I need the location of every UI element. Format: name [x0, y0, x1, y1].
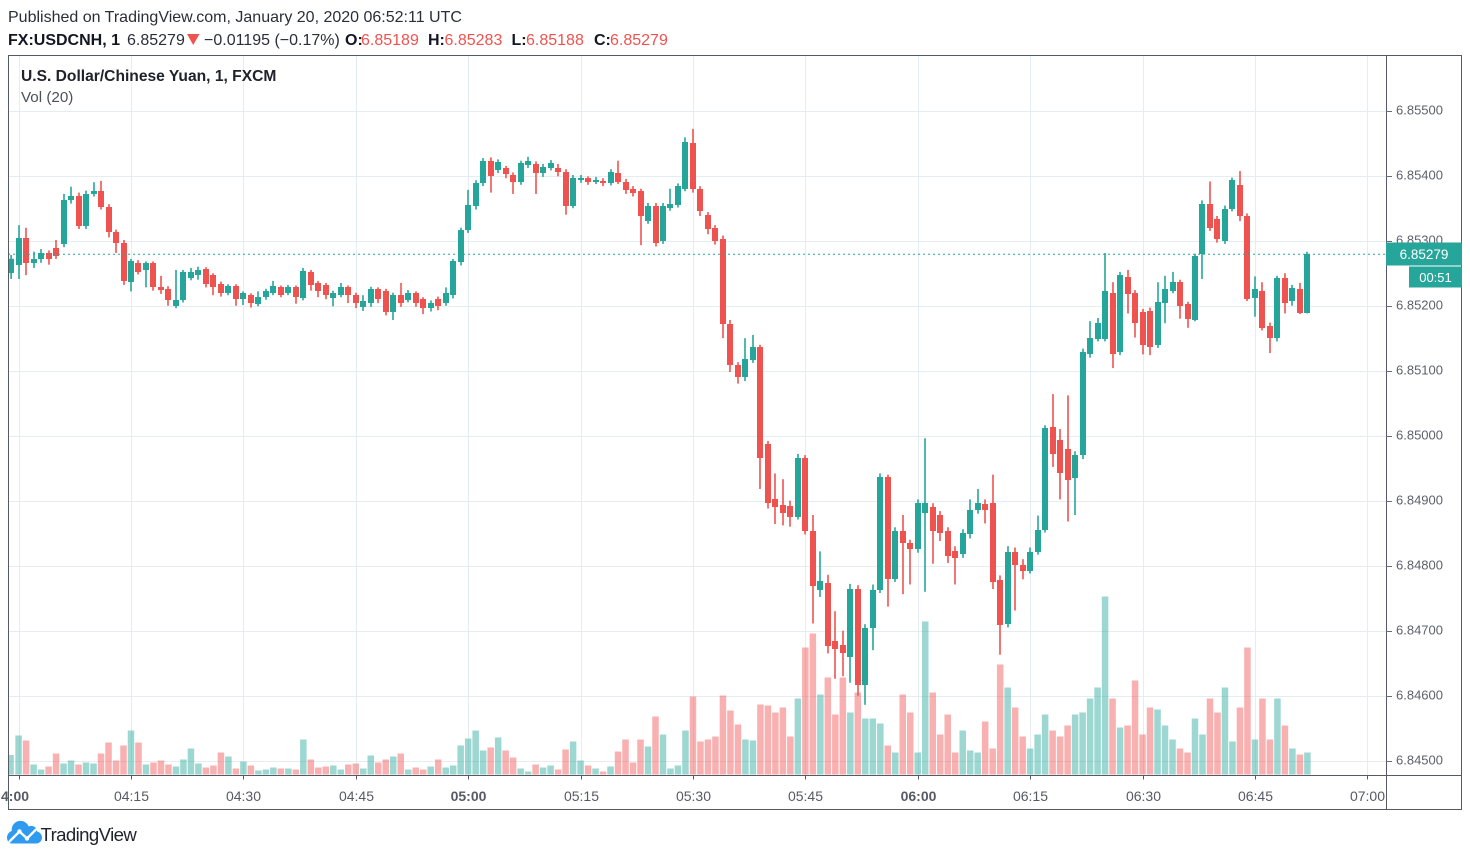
svg-text:04:45: 04:45	[339, 788, 374, 804]
svg-text:6.85500: 6.85500	[1396, 102, 1443, 117]
svg-text:6.85200: 6.85200	[1396, 297, 1443, 312]
svg-text:05:00: 05:00	[451, 788, 487, 804]
svg-text:Vol (20): Vol (20)	[21, 89, 73, 106]
svg-text:6.85279: 6.85279	[1400, 247, 1449, 262]
svg-text:6.85000: 6.85000	[1396, 427, 1443, 442]
svg-text:6.85100: 6.85100	[1396, 362, 1443, 377]
svg-text:6.84500: 6.84500	[1396, 752, 1443, 767]
svg-text:06:15: 06:15	[1013, 788, 1048, 804]
svg-text:6.84700: 6.84700	[1396, 622, 1443, 637]
svg-text:6.85400: 6.85400	[1396, 167, 1443, 182]
svg-text:04:15: 04:15	[114, 788, 149, 804]
svg-text:06:00: 06:00	[901, 788, 937, 804]
svg-text:6.84800: 6.84800	[1396, 557, 1443, 572]
svg-text:05:30: 05:30	[676, 788, 711, 804]
svg-text:00:51: 00:51	[1419, 270, 1452, 285]
svg-text:U.S. Dollar/Chinese Yuan, 1, F: U.S. Dollar/Chinese Yuan, 1, FXCM	[21, 68, 276, 85]
svg-text:07:00: 07:00	[1350, 788, 1385, 804]
svg-text:FX:USDCNH, 16.85279−0.01195 (−: FX:USDCNH, 1 6.85279 −0.01195 (−0.17%) O:6.…	[8, 32, 668, 49]
svg-text:06:45: 06:45	[1238, 788, 1273, 804]
svg-text:TradingView: TradingView	[41, 824, 138, 845]
svg-text:6.84600: 6.84600	[1396, 687, 1443, 702]
svg-text:05:15: 05:15	[564, 788, 599, 804]
svg-text:05:45: 05:45	[788, 788, 823, 804]
svg-text:Published on TradingView.com,: Published on TradingView.com, January 20…	[8, 9, 462, 26]
svg-text:04:30: 04:30	[226, 788, 261, 804]
svg-text:06:30: 06:30	[1126, 788, 1161, 804]
svg-text:6.84900: 6.84900	[1396, 492, 1443, 507]
svg-text:4:00: 4:00	[1, 788, 29, 804]
